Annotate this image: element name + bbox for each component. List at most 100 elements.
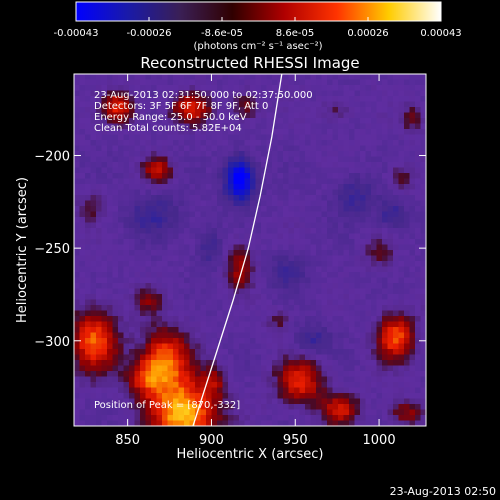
heatmap-cell	[79, 184, 86, 191]
heatmap-cell	[277, 332, 284, 339]
heatmap-cell	[327, 162, 334, 169]
heatmap-cell	[101, 184, 108, 191]
heatmap-cell	[371, 288, 378, 295]
heatmap-cell	[244, 162, 251, 169]
heatmap-cell	[376, 134, 383, 141]
heatmap-cell	[316, 310, 323, 317]
heatmap-cell	[178, 206, 185, 213]
heatmap-cell	[96, 393, 103, 400]
heatmap-cell	[233, 343, 240, 350]
heatmap-cell	[162, 250, 169, 257]
heatmap-cell	[96, 101, 103, 108]
heatmap-cell	[272, 283, 279, 290]
heatmap-cell	[332, 310, 339, 317]
heatmap-cell	[129, 85, 136, 92]
heatmap-cell	[272, 371, 279, 378]
heatmap-cell	[233, 112, 240, 119]
heatmap-cell	[354, 206, 361, 213]
heatmap-cell	[272, 288, 279, 295]
heatmap-cell	[244, 404, 251, 411]
heatmap-cell	[387, 134, 394, 141]
heatmap-cell	[316, 74, 323, 81]
heatmap-cell	[222, 376, 229, 383]
heatmap-cell	[101, 173, 108, 180]
heatmap-cell	[134, 233, 141, 240]
heatmap-cell	[310, 233, 317, 240]
heatmap-cell	[376, 162, 383, 169]
heatmap-cell	[360, 206, 367, 213]
heatmap-cell	[272, 415, 279, 422]
heatmap-cell	[360, 228, 367, 235]
heatmap-cell	[134, 305, 141, 312]
heatmap-cell	[294, 195, 301, 202]
heatmap-cell	[239, 217, 246, 224]
heatmap-cell	[90, 74, 97, 81]
heatmap-cell	[250, 343, 257, 350]
heatmap-cell	[393, 338, 400, 345]
heatmap-cell	[365, 222, 372, 229]
heatmap-cell	[151, 376, 158, 383]
heatmap-cell	[266, 398, 273, 405]
heatmap-cell	[85, 195, 92, 202]
heatmap-cell	[173, 398, 180, 405]
heatmap-cell	[354, 404, 361, 411]
heatmap-cell	[354, 195, 361, 202]
heatmap-cell	[266, 200, 273, 207]
heatmap-cell	[283, 189, 290, 196]
heatmap-cell	[189, 305, 196, 312]
heatmap-cell	[255, 393, 262, 400]
heatmap-cell	[283, 228, 290, 235]
heatmap-cell	[299, 266, 306, 273]
heatmap-cell	[321, 101, 328, 108]
heatmap-cell	[393, 189, 400, 196]
heatmap-cell	[156, 151, 163, 158]
heatmap-cell	[288, 409, 295, 416]
heatmap-cell	[261, 101, 268, 108]
heatmap-cell	[156, 305, 163, 312]
heatmap-cell	[189, 371, 196, 378]
heatmap-cell	[266, 277, 273, 284]
heatmap-cell	[288, 239, 295, 246]
heatmap-cell	[206, 288, 213, 295]
heatmap-cell	[376, 112, 383, 119]
heatmap-cell	[332, 376, 339, 383]
heatmap-cell	[255, 409, 262, 416]
heatmap-cell	[250, 244, 257, 251]
heatmap-cell	[74, 354, 81, 361]
heatmap-cell	[79, 85, 86, 92]
heatmap-cell	[305, 140, 312, 147]
heatmap-cell	[228, 382, 235, 389]
heatmap-cell	[90, 206, 97, 213]
heatmap-cell	[129, 310, 136, 317]
heatmap-cell	[299, 90, 306, 97]
heatmap-cell	[327, 299, 334, 306]
heatmap-cell	[96, 239, 103, 246]
heatmap-cell	[255, 272, 262, 279]
heatmap-cell	[266, 310, 273, 317]
heatmap-cell	[354, 277, 361, 284]
heatmap-cell	[261, 167, 268, 174]
heatmap-cell	[365, 79, 372, 86]
heatmap-cell	[349, 129, 356, 136]
heatmap-cell	[420, 134, 426, 141]
heatmap-cell	[316, 294, 323, 301]
heatmap-cell	[211, 321, 218, 328]
heatmap-cell	[178, 382, 185, 389]
heatmap-cell	[305, 228, 312, 235]
heatmap-cell	[189, 255, 196, 262]
heatmap-cell	[382, 162, 389, 169]
heatmap-cell	[420, 393, 426, 400]
heatmap-cell	[156, 398, 163, 405]
heatmap-cell	[354, 178, 361, 185]
heatmap-cell	[178, 151, 185, 158]
heatmap-cell	[398, 184, 405, 191]
heatmap-cell	[409, 365, 416, 372]
heatmap-cell	[129, 195, 136, 202]
heatmap-cell	[288, 228, 295, 235]
heatmap-cell	[140, 299, 147, 306]
heatmap-cell	[398, 316, 405, 323]
heatmap-cell	[332, 382, 339, 389]
heatmap-cell	[74, 206, 81, 213]
heatmap-cell	[206, 228, 213, 235]
heatmap-cell	[156, 404, 163, 411]
